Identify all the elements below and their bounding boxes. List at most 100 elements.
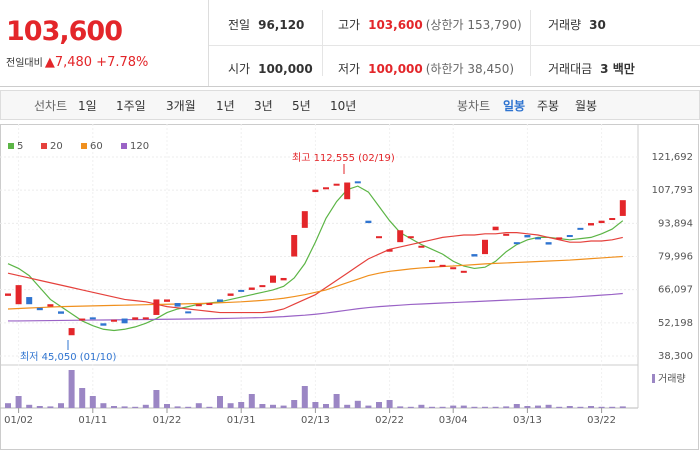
volume-bar xyxy=(386,400,393,408)
volume-bar xyxy=(217,396,223,408)
candle xyxy=(323,187,329,190)
candle xyxy=(47,304,54,307)
legend-label: 5 xyxy=(17,141,23,152)
volume-legend: 거래량 xyxy=(658,373,686,385)
candle xyxy=(153,299,160,315)
volume-bar xyxy=(365,405,372,408)
volume-bar xyxy=(556,406,563,408)
volume-bar xyxy=(15,396,22,408)
volume-bar xyxy=(26,404,33,408)
volume-bar xyxy=(344,404,351,408)
volume-bar xyxy=(100,403,107,408)
y-tick-label: 52,198 xyxy=(658,318,693,329)
tab[interactable]: 10년 xyxy=(330,99,357,113)
candle xyxy=(58,311,64,314)
tab[interactable]: 1일 xyxy=(78,99,97,113)
quote-label: 저가 xyxy=(338,62,361,76)
volume-bar xyxy=(68,370,75,408)
candle xyxy=(513,242,520,245)
candle xyxy=(535,237,541,240)
x-tick-label: 03/22 xyxy=(587,415,616,426)
quote-label: 전일 xyxy=(228,18,251,32)
candle xyxy=(577,227,584,230)
y-tick-label: 121,692 xyxy=(652,152,693,163)
volume-bar xyxy=(195,403,202,408)
candle xyxy=(482,239,488,255)
candle xyxy=(227,293,234,296)
candle xyxy=(418,245,425,248)
volume-bar xyxy=(598,406,605,408)
up-icon: ▲ xyxy=(44,55,55,70)
volume-bar xyxy=(291,400,298,408)
tab[interactable]: 3년 xyxy=(254,99,273,113)
tab[interactable]: 3개월 xyxy=(166,99,196,113)
volume-bar xyxy=(460,405,467,408)
volume-bar xyxy=(513,404,520,408)
ma-line xyxy=(7,255,623,310)
volume-bar xyxy=(174,406,181,408)
candle xyxy=(185,311,192,314)
change-pct: +7.78% xyxy=(96,55,149,70)
volume-bar xyxy=(524,406,531,408)
volume-bar xyxy=(142,404,149,408)
candle xyxy=(397,230,404,243)
volume-bar xyxy=(333,394,340,408)
candle xyxy=(26,297,33,305)
tab[interactable]: 월봉 xyxy=(575,99,598,113)
volume-bar xyxy=(259,404,266,408)
volume-bar xyxy=(482,406,488,408)
legend-swatch xyxy=(41,143,47,149)
tab[interactable]: 1년 xyxy=(216,99,235,113)
ma-line xyxy=(7,185,624,332)
quote-cell: 거래대금 3 백만 xyxy=(548,60,635,77)
tab[interactable]: 일봉 xyxy=(503,99,526,113)
x-tick-label: 02/13 xyxy=(301,415,330,426)
legend-swatch xyxy=(81,143,87,149)
volume-bar xyxy=(270,404,276,408)
candle xyxy=(524,235,531,238)
y-tick-label: 79,996 xyxy=(658,252,693,263)
volume-legend-swatch xyxy=(652,374,655,383)
tab[interactable]: 1주일 xyxy=(116,99,146,113)
candle xyxy=(217,299,223,302)
volume-bar xyxy=(36,406,43,408)
candle xyxy=(238,289,245,292)
quote-value: 103,600 xyxy=(368,18,423,32)
x-tick-label: 01/02 xyxy=(4,415,33,426)
volume-bar xyxy=(418,404,425,408)
legend-label: 60 xyxy=(90,141,103,152)
candle xyxy=(386,249,393,252)
candle xyxy=(270,275,276,283)
candle xyxy=(439,264,446,267)
tab[interactable]: 5년 xyxy=(292,99,311,113)
candle xyxy=(460,270,467,273)
candle xyxy=(376,236,382,239)
x-tick-label: 01/22 xyxy=(153,415,182,426)
quote-label: 고가 xyxy=(338,18,361,32)
quote-cell: 전일 96,120 xyxy=(228,16,304,33)
quote-value: 96,120 xyxy=(258,18,305,32)
quote-cell: 거래량 30 xyxy=(548,16,606,33)
volume-bar xyxy=(79,388,86,408)
tab-group-label: 선차트 xyxy=(34,99,68,113)
tab[interactable]: 주봉 xyxy=(537,99,560,113)
y-tick-label: 107,793 xyxy=(652,185,693,196)
quote-header: 103,600 전일대비 ▲7,480 +7.78% 전일 96,120 고가 103,… xyxy=(0,0,700,87)
candle xyxy=(609,218,616,221)
quote-label: 거래량 xyxy=(548,18,582,32)
volume-bar xyxy=(301,386,308,408)
candle xyxy=(291,235,298,257)
candle xyxy=(111,319,117,322)
quote-note: (하한가 38,450) xyxy=(425,62,515,76)
volume-bar xyxy=(471,406,478,408)
y-tick-label: 93,894 xyxy=(658,218,693,229)
candle xyxy=(301,211,308,228)
volume-bar xyxy=(545,404,552,408)
volume-bar xyxy=(164,404,170,408)
x-tick-label: 01/31 xyxy=(227,415,256,426)
x-tick-label: 03/13 xyxy=(513,415,542,426)
change: 전일대비 ▲7,480 +7.78% xyxy=(6,54,148,70)
legend-label: 20 xyxy=(50,141,63,152)
volume-bar xyxy=(397,406,404,408)
